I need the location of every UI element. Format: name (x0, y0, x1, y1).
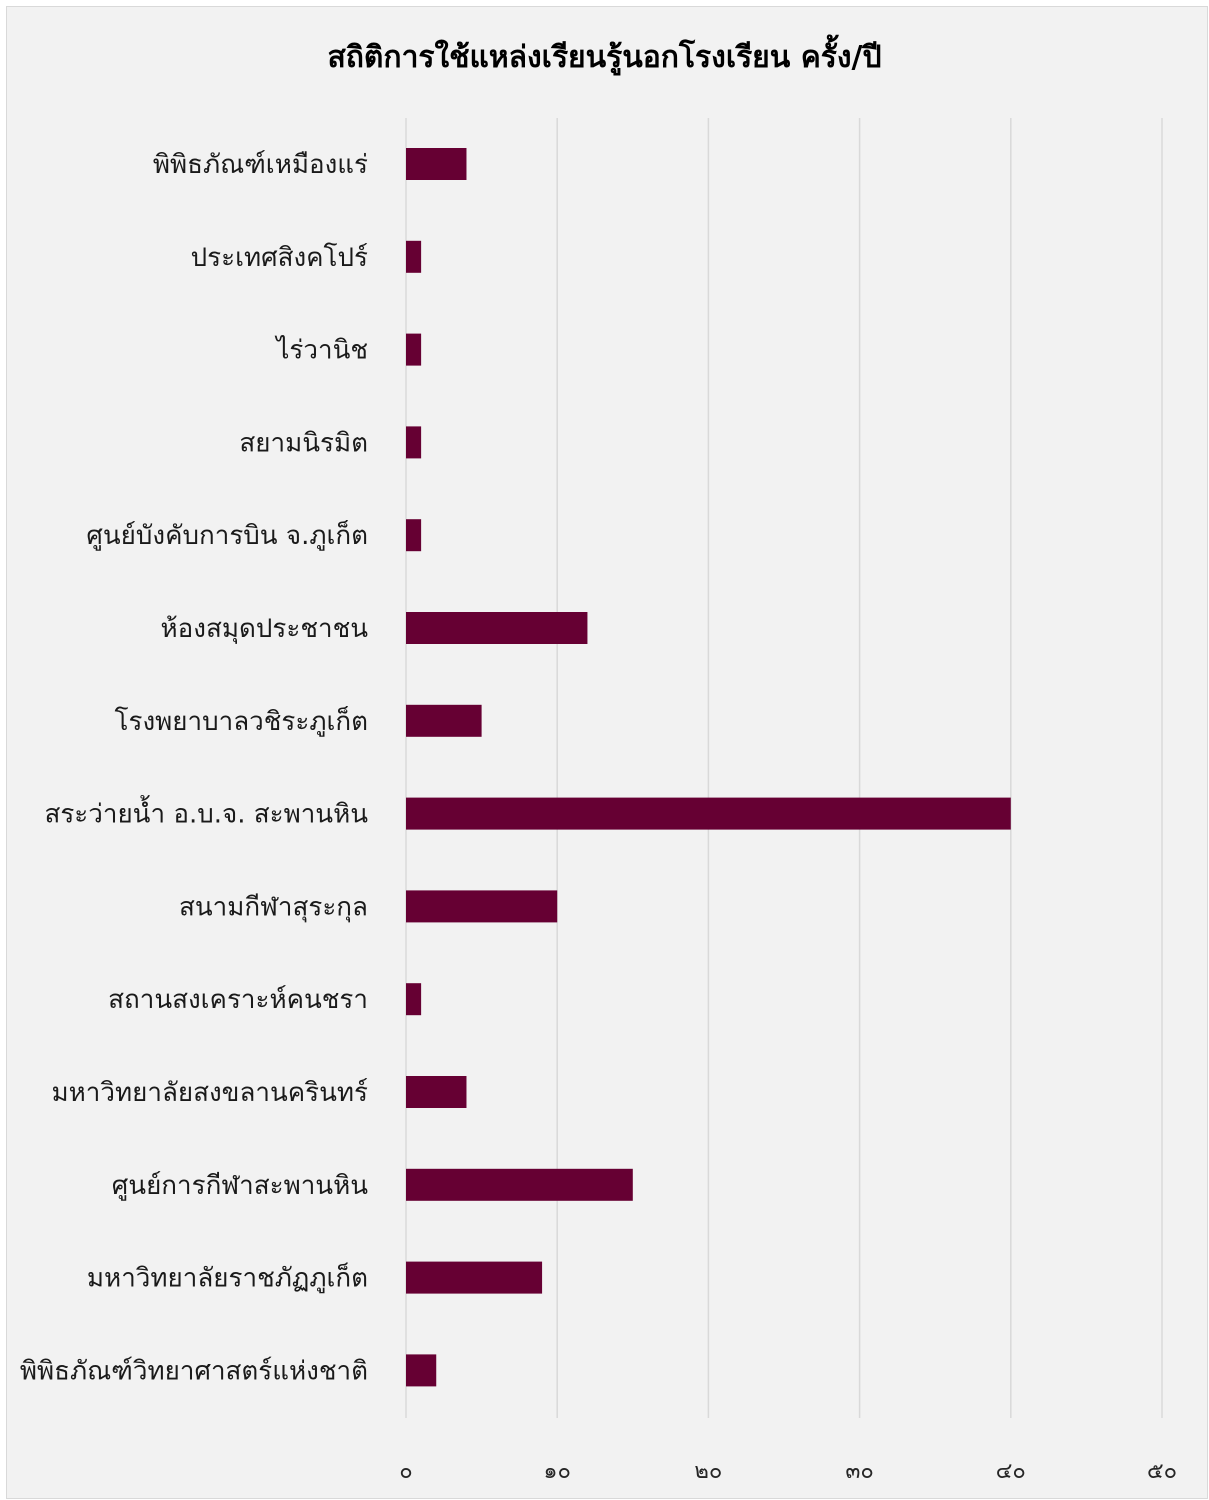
x-tick-label: ๑๐ (543, 1459, 570, 1484)
bar (406, 1354, 437, 1387)
bar (406, 1168, 633, 1201)
bar (406, 1076, 467, 1108)
bar (406, 519, 422, 552)
category-label: ไร่วานิช (274, 335, 368, 366)
bar (406, 240, 422, 273)
bar (406, 612, 588, 644)
category-label: ศูนย์การกีฬาสะพานหิน (112, 1171, 368, 1201)
x-tick-label: ๐ (399, 1459, 412, 1484)
bar (406, 426, 422, 459)
category-label: โรงพยาบาลวชิระภูเก็ต (115, 705, 368, 737)
category-label: สยามนิรมิต (239, 428, 368, 458)
bar (406, 148, 467, 180)
bar (406, 1261, 543, 1294)
category-label: สระว่ายน้ำ อ.บ.จ. สะพานหิน (44, 795, 368, 830)
category-label: มหาวิทยาลัยสงขลานครินทร์ (52, 1078, 369, 1108)
category-label: ประเทศสิงคโปร์ (191, 242, 368, 273)
x-tick-label: ๕๐ (1147, 1459, 1177, 1484)
category-label: สนามกีฬาสุระกุล (179, 892, 368, 922)
x-tick-label: ๒๐ (694, 1459, 722, 1484)
bar (406, 333, 422, 366)
x-tick-label: ๓๐ (845, 1459, 873, 1484)
bar (406, 704, 482, 737)
bar (406, 797, 1011, 830)
chart-area (6, 6, 1208, 1499)
bar (406, 890, 558, 923)
x-tick-label: ๔๐ (996, 1459, 1026, 1484)
category-label: มหาวิทยาลัยราชภัฏภูเก็ต (87, 1262, 368, 1294)
category-label: พิพิธภัณฑ์เหมืองแร่ (153, 150, 368, 180)
category-label: สถานสงเคราะห์คนชรา (108, 985, 368, 1015)
category-label: ศูนย์บังคับการบิน จ.ภูเก็ต (86, 519, 368, 551)
bar (406, 983, 422, 1016)
category-label: พิพิธภัณฑ์วิทยาศาสตร์แห่งชาติ (20, 1356, 368, 1386)
category-label: ห้องสมุดประชาชน (161, 614, 369, 644)
chart-title: สถิติการใช้แหล่งเรียนรู้นอกโรงเรียน ครั้… (327, 40, 882, 75)
